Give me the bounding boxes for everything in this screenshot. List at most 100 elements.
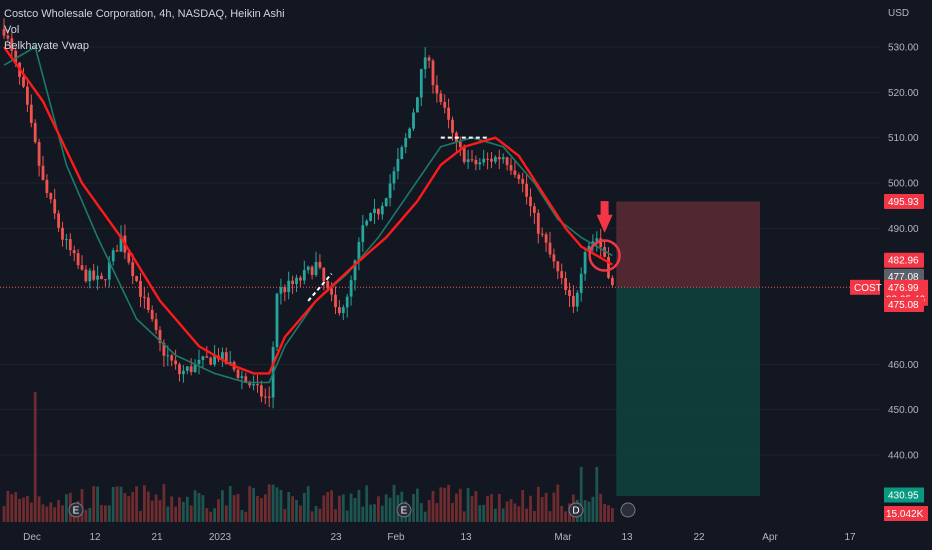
time-tick-label: Feb (387, 532, 405, 543)
volume-bar (49, 502, 53, 522)
symbol-tag-text: COST (854, 283, 882, 294)
candle-body (334, 294, 337, 308)
volume-bar (388, 497, 392, 522)
candle-body (135, 276, 138, 281)
volume-bar (556, 484, 560, 522)
volume-bar (513, 503, 517, 522)
symbol-title[interactable]: Costco Wholesale Corporation, 4h, NASDAQ… (4, 8, 285, 20)
volume-bar (330, 490, 333, 522)
volume-bar (240, 509, 244, 522)
volume-bar (373, 504, 376, 522)
candle-body (478, 162, 482, 165)
time-tick-label: 22 (693, 532, 705, 543)
candle-body (295, 277, 298, 285)
vwap-indicator-label[interactable]: Belkhayate Vwap (4, 40, 89, 52)
candle-body (2, 28, 6, 36)
candle-body (458, 141, 462, 147)
volume-bar (478, 505, 482, 522)
candle-body (49, 193, 53, 200)
candle-body (104, 279, 107, 281)
volume-bar (213, 508, 216, 522)
volume-indicator-label[interactable]: Vol (4, 24, 20, 36)
volume-bar (205, 508, 209, 522)
candle-body (96, 275, 99, 280)
candle-body (490, 158, 493, 162)
volume-bar (490, 494, 493, 522)
volume-bar (185, 496, 189, 522)
volume-bar (536, 486, 540, 522)
candle-body (29, 104, 33, 123)
price-tick-label: 490.00 (888, 224, 919, 235)
volume-bar (150, 500, 154, 522)
candle-body (564, 278, 567, 291)
volume-bar (419, 503, 423, 522)
event-marker-icon (396, 502, 412, 518)
candle-body (396, 158, 400, 172)
volume-bar (178, 497, 181, 522)
volume-bar (431, 490, 435, 522)
candle-body (6, 35, 10, 39)
candle-body (517, 174, 521, 180)
volume-bar (2, 506, 6, 522)
volume-bar (26, 495, 29, 522)
target-price-text: 430.95 (888, 491, 919, 502)
volume-bar (517, 506, 521, 522)
candle-body (318, 261, 322, 268)
candle-body (365, 220, 369, 226)
volume-bar (552, 492, 556, 522)
volume-bar (287, 492, 291, 522)
candle-body (349, 280, 353, 297)
volume-bar (365, 485, 369, 522)
volume-bar (412, 494, 415, 522)
candle-body (384, 198, 388, 207)
candle-body (115, 250, 119, 252)
volume-bar (494, 508, 497, 522)
candle-body (119, 235, 123, 252)
volume-bar (427, 500, 431, 522)
price-axis[interactable]: USD 530.00 520.00 510.00 500.00 490.00 460.00 4… (850, 0, 932, 550)
volume-bar (10, 494, 14, 522)
time-tick-label: 21 (151, 532, 163, 543)
volume-bar (591, 496, 595, 522)
candle-body (302, 270, 306, 281)
volume-bar (318, 508, 322, 522)
candle-body (275, 293, 279, 348)
volume-bar (291, 496, 294, 522)
volume-bar (45, 506, 49, 522)
candle-body (529, 196, 532, 207)
volume-bar (197, 492, 201, 522)
candle-body (587, 245, 591, 253)
volume-bar (548, 511, 552, 522)
volume-bar (497, 493, 501, 522)
volume-bar (443, 487, 447, 522)
volume-bar (275, 487, 279, 522)
candle-body (158, 330, 162, 344)
volume-bar (345, 510, 349, 522)
highlight-circle (588, 239, 621, 272)
event-marker-icon (568, 502, 584, 518)
time-tick-label: 12 (89, 532, 101, 543)
volume-bar (544, 492, 548, 522)
candle-body (84, 269, 88, 282)
volume-bar (466, 488, 470, 522)
candle-body (392, 171, 396, 184)
time-axis[interactable]: Dec 12 21 2023 23 Feb 13 Mar 13 22 Apr 17 (0, 526, 880, 550)
volume-bar (182, 501, 185, 522)
candle-body (107, 261, 111, 280)
position-zones (0, 201, 880, 497)
candle-body (380, 206, 384, 215)
candle-body (178, 364, 181, 375)
vwap-dash-segment (307, 273, 333, 302)
volume-bar (314, 506, 318, 522)
price-tick-label: 510.00 (888, 133, 919, 144)
candle-body (462, 146, 466, 163)
candle-body (33, 122, 37, 143)
volume-bar (244, 511, 248, 522)
candle-body (326, 281, 330, 289)
volume-bar (482, 504, 486, 522)
volume-bar (228, 486, 232, 522)
candle-body (338, 307, 341, 314)
candle-body (423, 57, 427, 70)
time-tick-label: 17 (844, 532, 856, 543)
